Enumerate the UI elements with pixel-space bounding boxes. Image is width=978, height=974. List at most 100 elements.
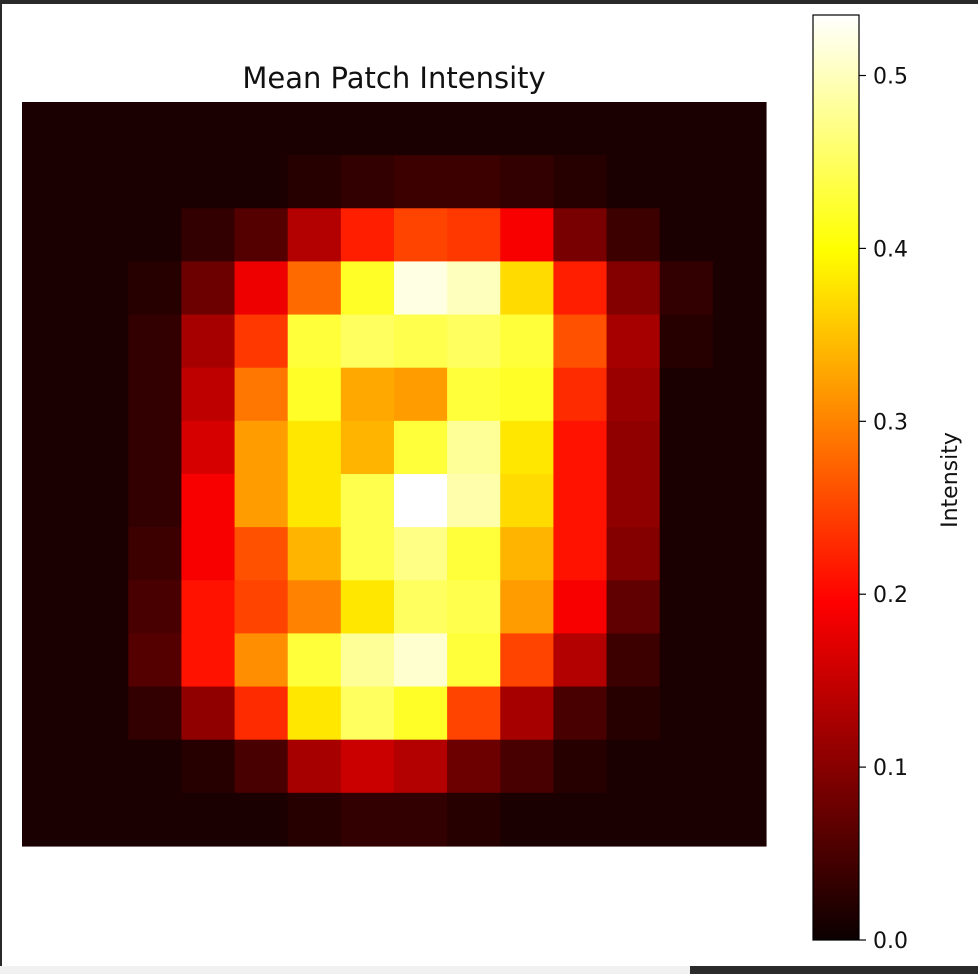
colorbar-tick-label: 0.4	[873, 237, 908, 262]
heatmap-cell	[393, 527, 448, 581]
heatmap-cell	[340, 367, 395, 422]
heatmap-cell	[340, 580, 395, 634]
heatmap-cell	[75, 314, 129, 369]
heatmap-cell	[181, 473, 236, 528]
heatmap-cell	[128, 155, 183, 209]
heatmap-cell	[712, 633, 767, 688]
heatmap-cell	[128, 739, 183, 794]
heatmap-cell	[181, 261, 236, 316]
heatmap-cell	[553, 633, 608, 688]
heatmap-cell	[128, 792, 183, 847]
heatmap-cell	[553, 102, 608, 156]
heatmap-cell	[712, 367, 767, 422]
heatmap-cell	[75, 686, 129, 741]
chart-title: Mean Patch Intensity	[242, 61, 545, 95]
heatmap-cell	[447, 102, 501, 156]
heatmap-cell	[22, 580, 76, 634]
heatmap-cell	[22, 527, 76, 581]
heatmap-cell	[287, 792, 342, 847]
heatmap-cell	[553, 527, 608, 581]
heatmap-cell	[287, 102, 342, 156]
heatmap-cell	[606, 473, 661, 528]
heatmap-cell	[606, 102, 661, 156]
heatmap-cell	[500, 314, 554, 369]
heatmap-cell	[22, 367, 76, 422]
heatmap-cell	[393, 739, 448, 794]
heatmap-cell	[234, 367, 289, 422]
heatmap-cell	[234, 314, 289, 369]
heatmap-cell	[287, 686, 342, 741]
heatmap-cell	[659, 792, 714, 847]
heatmap-cell	[234, 473, 289, 528]
heatmap-cell	[393, 367, 448, 422]
heatmap-cell	[393, 155, 448, 209]
heatmap-cell	[393, 102, 448, 156]
heatmap-cell	[712, 261, 767, 316]
heatmap-cell	[500, 792, 554, 847]
heatmap-cell	[447, 792, 501, 847]
heatmap-cell	[447, 261, 501, 316]
heatmap-cell	[393, 314, 448, 369]
heatmap-cell	[287, 367, 342, 422]
heatmap-cell	[659, 580, 714, 634]
heatmap-cell	[447, 686, 501, 741]
heatmap-cell	[128, 367, 183, 422]
heatmap-cell	[128, 208, 183, 263]
heatmap-cell	[181, 102, 236, 156]
heatmap-cell	[393, 580, 448, 634]
bottom-scroll-strip	[0, 966, 978, 974]
heatmap-cell	[75, 633, 129, 688]
heatmap-cell	[22, 633, 76, 688]
heatmap-cell	[22, 261, 76, 316]
heatmap-cell	[128, 580, 183, 634]
heatmap-cell	[234, 580, 289, 634]
heatmap-cell	[287, 261, 342, 316]
heatmap-grid	[22, 102, 767, 847]
heatmap-cell	[659, 261, 714, 316]
heatmap-cell	[75, 155, 129, 209]
heatmap-cell	[340, 208, 395, 263]
heatmap-cell	[128, 420, 183, 475]
heatmap-cell	[659, 367, 714, 422]
heatmap-cell	[340, 314, 395, 369]
heatmap-cell	[712, 580, 767, 634]
heatmap-cell	[447, 527, 501, 581]
heatmap-cell	[234, 739, 289, 794]
colorbar-tick-label: 0.0	[873, 929, 908, 954]
heatmap-cell	[553, 367, 608, 422]
heatmap-cell	[393, 792, 448, 847]
heatmap-cell	[75, 792, 129, 847]
heatmap-cell	[659, 420, 714, 475]
heatmap-cell	[22, 208, 76, 263]
colorbar-tick-label: 0.2	[873, 583, 908, 608]
heatmap-cell	[553, 473, 608, 528]
heatmap-cell	[500, 367, 554, 422]
heatmap-cell	[22, 473, 76, 528]
heatmap-cell	[659, 633, 714, 688]
heatmap-cell	[606, 208, 661, 263]
heatmap-cell	[712, 792, 767, 847]
heatmap-cell	[287, 420, 342, 475]
heatmap-cell	[340, 633, 395, 688]
heatmap-cell	[287, 208, 342, 263]
heatmap-cell	[340, 792, 395, 847]
heatmap-cell	[234, 527, 289, 581]
heatmap-cell	[287, 314, 342, 369]
heatmap-cell	[500, 580, 554, 634]
heatmap-cell	[234, 633, 289, 688]
heatmap-cell	[553, 208, 608, 263]
heatmap-cell	[712, 102, 767, 156]
heatmap-cell	[22, 792, 76, 847]
heatmap-cell	[500, 155, 554, 209]
heatmap-cell	[500, 261, 554, 316]
heatmap-cell	[234, 792, 289, 847]
heatmap-cell	[393, 686, 448, 741]
heatmap-cell	[606, 580, 661, 634]
heatmap-cell	[340, 420, 395, 475]
colorbar-label: Intensity	[938, 432, 963, 528]
colorbar-gradient	[813, 15, 859, 940]
heatmap-cell	[75, 367, 129, 422]
heatmap-cell	[22, 739, 76, 794]
heatmap-cell	[75, 420, 129, 475]
colorbar-tick-label: 0.1	[873, 756, 908, 781]
